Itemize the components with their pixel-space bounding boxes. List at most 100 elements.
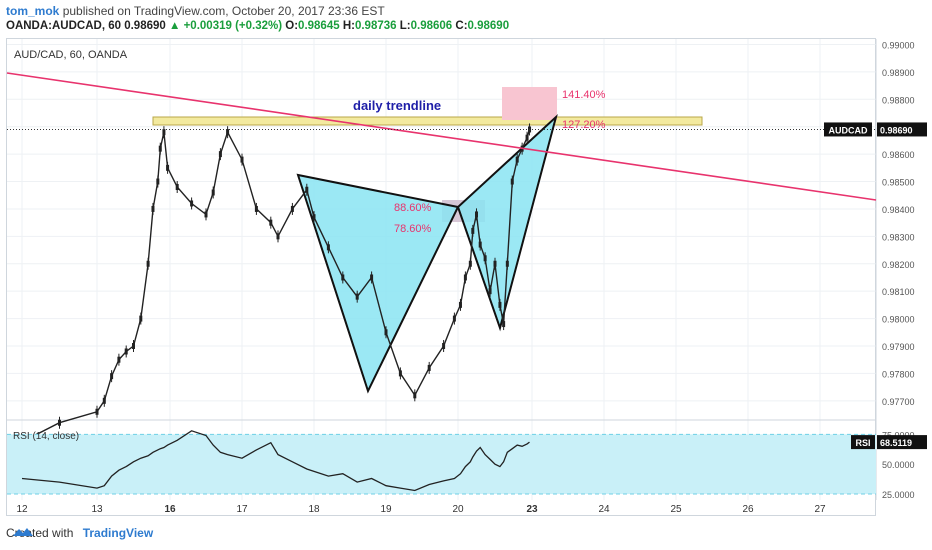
x-tick-label: 23 (526, 504, 538, 515)
y-tick-label: 0.97900 (882, 342, 915, 352)
rsi-tag-label: RSI (855, 438, 870, 448)
candle-body (211, 189, 215, 196)
chart-header: tom_mok published on TradingView.com, Oc… (0, 0, 932, 38)
author-link[interactable]: tom_mok (6, 4, 60, 18)
candle-body (139, 315, 143, 322)
candle-body (510, 178, 514, 185)
candle-body (305, 186, 309, 193)
x-tick-label: 12 (16, 504, 28, 515)
candle-body (326, 244, 330, 251)
created-with-text: Created with (6, 526, 74, 540)
y-tick-label: 0.97700 (882, 397, 915, 407)
candle-body (413, 392, 417, 399)
candle-body (458, 301, 462, 308)
last-price-value: 0.98690 (880, 125, 913, 135)
candle-body (442, 342, 446, 349)
rsi-tick-label: 25.0000 (882, 490, 915, 500)
candle-body (384, 329, 388, 336)
ohlc-close-label: C: (455, 20, 468, 32)
x-tick-label: 27 (814, 504, 826, 515)
candle-body (117, 356, 121, 363)
candle-body (204, 211, 208, 218)
y-tick-label: 0.98600 (882, 150, 915, 160)
x-tick-label: 26 (742, 504, 754, 515)
candle-body (370, 274, 374, 281)
fib-886-label: 88.60% (394, 202, 432, 214)
candle-body (226, 129, 230, 136)
rsi-value-tag (877, 435, 927, 450)
last-price-tag (877, 122, 927, 137)
last-price: 0.98690 (124, 20, 166, 32)
candle-body (175, 184, 179, 191)
y-tick-label: 0.98800 (882, 95, 915, 105)
candle-body (505, 260, 509, 267)
candle-body (162, 129, 166, 136)
y-tick-label: 0.98900 (882, 68, 915, 78)
candle-body (488, 288, 492, 295)
candle-body (312, 214, 316, 221)
candle-body (124, 348, 128, 355)
candle-body (498, 301, 502, 308)
tradingview-brand-link[interactable]: TradingView (82, 526, 154, 540)
x-tick-label: 24 (598, 504, 610, 515)
x-tick-label: 19 (380, 504, 392, 515)
price-change: +0.00319 (+0.32%) (183, 20, 283, 32)
publish-text: published on TradingView.com, October 20… (62, 4, 385, 18)
candle-body (269, 219, 273, 226)
x-tick-label: 20 (452, 504, 464, 515)
candle-body (110, 373, 114, 380)
candle-body (355, 293, 359, 300)
trendline-label: daily trendline (353, 98, 441, 113)
y-tick-label: 0.97800 (882, 369, 915, 379)
ohlc-high-label: H: (342, 20, 355, 32)
rsi-line (21, 430, 530, 492)
rsi-band-fill (7, 434, 876, 495)
candle-body (151, 205, 155, 212)
candle-body (478, 241, 482, 248)
candle-body (132, 342, 135, 349)
symbol-info: OANDA:AUDCAD, 60 0.98690 ▲ +0.00319 (+0.… (6, 20, 509, 32)
candle-body (463, 274, 467, 281)
x-tick-label: 18 (308, 504, 320, 515)
candle-body (58, 419, 61, 426)
fib-1414-label: 141.40% (562, 89, 606, 101)
candle-body (95, 408, 99, 415)
candle-body (146, 260, 150, 267)
fib-786-label: 78.60% (394, 223, 432, 235)
candle-body (493, 260, 497, 267)
candle-body (468, 260, 472, 267)
candle-body (158, 145, 162, 152)
rsi-value: 68.5119 (880, 438, 912, 448)
y-tick-label: 0.98500 (882, 178, 915, 188)
candle-body (240, 156, 244, 163)
daily-trendline (6, 72, 877, 201)
candle-body (341, 274, 345, 281)
candle-body (102, 397, 106, 404)
support-zone (152, 116, 703, 126)
y-tick-label: 0.98300 (882, 232, 915, 242)
x-tick-label: 16 (164, 504, 176, 515)
candle-body (515, 156, 519, 163)
x-tick-label: 13 (91, 504, 103, 515)
price-series-line (21, 129, 531, 443)
y-tick-label: 0.98000 (882, 315, 915, 325)
candle-body (471, 227, 475, 234)
candle-body (502, 321, 506, 328)
candle-body (166, 164, 170, 171)
candle-body (254, 205, 258, 212)
chart-title: AUD/CAD, 60, OANDA (14, 49, 128, 61)
last-price-symbol-label: AUDCAD (829, 125, 868, 135)
candle-body (427, 364, 431, 371)
rsi-title: RSI (14, close) (13, 431, 79, 442)
publish-info: tom_mok published on TradingView.com, Oc… (6, 4, 385, 18)
candle-body (475, 211, 478, 218)
y-tick-label: 0.98100 (882, 287, 915, 297)
y-tick-label: 0.99000 (882, 40, 915, 50)
ohlc-high: 0.98736 (354, 20, 397, 32)
candle-body (398, 370, 402, 377)
ohlc-open: 0.98645 (298, 20, 340, 32)
rsi-tick-label: 50.0000 (882, 460, 915, 470)
price-chart[interactable]: 0.990000.989000.988000.987000.986000.985… (0, 0, 932, 520)
x-tick-label: 17 (236, 504, 248, 515)
x-tick-label: 25 (670, 504, 682, 515)
